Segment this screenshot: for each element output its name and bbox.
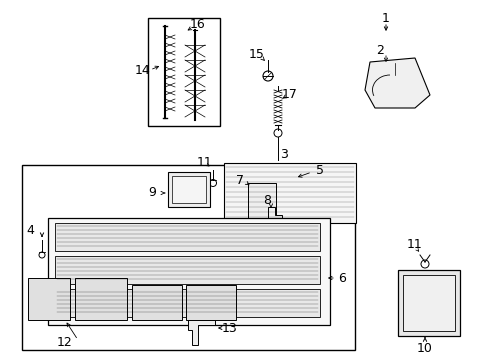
Text: 11: 11 (407, 238, 422, 252)
Text: 11: 11 (197, 156, 212, 168)
Text: 14: 14 (135, 63, 151, 77)
Text: 9: 9 (148, 186, 156, 199)
Polygon shape (48, 218, 329, 325)
Polygon shape (364, 58, 429, 108)
Polygon shape (185, 285, 236, 320)
Text: 1: 1 (381, 12, 389, 24)
Text: 13: 13 (222, 321, 237, 334)
Polygon shape (55, 256, 319, 284)
Polygon shape (402, 275, 454, 331)
Text: 6: 6 (337, 271, 345, 284)
Polygon shape (397, 270, 459, 336)
Text: 12: 12 (57, 336, 73, 348)
Text: 16: 16 (190, 18, 205, 31)
Text: 7: 7 (236, 174, 244, 186)
Bar (148, 18, 220, 126)
Polygon shape (267, 207, 282, 222)
Polygon shape (132, 285, 182, 320)
Polygon shape (75, 278, 127, 320)
Text: 17: 17 (282, 89, 297, 102)
Polygon shape (172, 176, 205, 203)
Text: 8: 8 (263, 194, 270, 207)
Text: 4: 4 (26, 224, 34, 237)
Text: 5: 5 (315, 163, 324, 176)
Bar (224, 163, 355, 223)
Polygon shape (168, 172, 209, 207)
Polygon shape (55, 223, 319, 251)
Text: 15: 15 (248, 49, 264, 62)
Text: 2: 2 (375, 44, 383, 57)
Text: 3: 3 (280, 148, 287, 162)
Text: 10: 10 (416, 342, 432, 355)
Polygon shape (55, 289, 319, 317)
Bar (247, 183, 275, 219)
Polygon shape (187, 320, 215, 345)
Polygon shape (28, 278, 70, 320)
Bar (22, 165, 354, 350)
